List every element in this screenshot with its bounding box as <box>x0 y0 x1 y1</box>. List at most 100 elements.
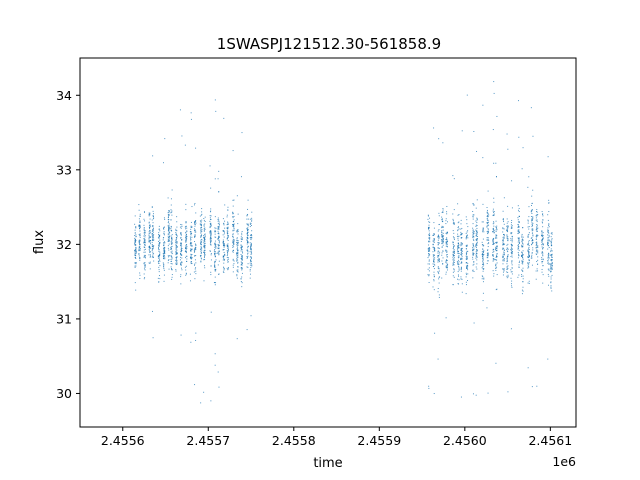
data-point <box>521 255 523 257</box>
data-point <box>502 240 504 242</box>
data-point <box>518 226 520 227</box>
data-point <box>532 229 534 231</box>
data-point <box>488 239 490 241</box>
data-point <box>170 225 172 227</box>
data-point <box>240 261 242 263</box>
data-point <box>171 256 173 258</box>
data-point <box>551 262 553 264</box>
data-point <box>171 248 173 250</box>
data-point <box>149 247 151 249</box>
data-point <box>487 260 489 262</box>
data-point <box>506 266 508 268</box>
data-point <box>437 267 439 269</box>
data-point <box>507 267 509 269</box>
data-point <box>536 253 538 255</box>
data-point <box>170 198 172 200</box>
data-point <box>232 217 234 219</box>
data-point <box>511 239 513 241</box>
data-point <box>158 248 160 250</box>
data-point <box>517 231 519 233</box>
data-point <box>493 251 495 253</box>
data-point <box>517 276 519 278</box>
data-point <box>193 271 195 273</box>
data-point <box>148 249 150 251</box>
data-point <box>181 269 183 271</box>
data-point <box>218 236 220 238</box>
data-point <box>541 252 543 254</box>
data-point <box>169 236 171 238</box>
data-point <box>204 245 206 247</box>
data-point <box>233 242 235 244</box>
data-point <box>532 235 534 237</box>
data-point <box>492 255 494 257</box>
data-point <box>547 214 549 216</box>
data-point <box>222 249 224 251</box>
data-point <box>143 251 145 253</box>
data-point <box>144 230 146 232</box>
data-point <box>528 240 530 242</box>
data-point <box>232 271 234 273</box>
data-point <box>144 239 146 241</box>
data-point <box>503 251 505 253</box>
data-point <box>237 233 239 235</box>
data-point <box>181 257 183 259</box>
data-point <box>159 230 161 232</box>
data-point <box>550 287 552 289</box>
data-point <box>511 264 513 266</box>
data-point <box>240 246 242 248</box>
data-point <box>241 251 243 253</box>
data-point <box>250 234 252 236</box>
data-point <box>461 233 463 235</box>
data-point <box>176 252 178 254</box>
data-point <box>134 237 136 239</box>
data-point <box>194 243 196 245</box>
data-point <box>473 248 475 250</box>
data-point <box>185 236 187 238</box>
data-point <box>461 283 463 285</box>
data-point <box>487 228 489 230</box>
data-point <box>223 242 225 244</box>
data-point <box>180 227 182 229</box>
data-point <box>445 241 447 243</box>
data-point <box>548 255 550 257</box>
data-point <box>181 224 183 226</box>
data-point <box>541 230 543 232</box>
data-point <box>199 223 201 225</box>
data-point <box>180 253 182 255</box>
data-point <box>149 256 151 258</box>
data-point <box>476 238 478 240</box>
data-point <box>179 259 181 261</box>
data-point <box>530 216 532 217</box>
data-point <box>442 211 444 213</box>
data-point <box>536 243 538 245</box>
data-point <box>180 263 182 265</box>
data-point <box>159 239 161 241</box>
data-point <box>461 257 463 259</box>
data-point <box>446 254 448 256</box>
data-point <box>433 222 435 224</box>
data-point <box>241 231 243 233</box>
data-point <box>158 250 160 252</box>
data-point <box>236 253 238 255</box>
data-point <box>249 237 251 239</box>
data-point <box>194 224 196 226</box>
data-point <box>200 254 202 256</box>
data-point <box>180 249 182 251</box>
data-point <box>232 150 234 152</box>
data-point <box>427 263 429 265</box>
data-point <box>227 221 229 223</box>
data-point <box>496 288 498 290</box>
data-point <box>542 222 544 224</box>
data-point <box>452 254 454 256</box>
data-point <box>218 386 220 388</box>
data-point <box>251 217 253 219</box>
data-point <box>223 271 225 273</box>
data-point <box>503 243 505 245</box>
data-point <box>547 244 549 246</box>
data-point <box>517 252 519 254</box>
data-point <box>542 238 544 240</box>
data-point <box>453 237 455 239</box>
data-point <box>466 244 468 246</box>
data-point <box>477 235 479 237</box>
data-point <box>168 231 170 233</box>
